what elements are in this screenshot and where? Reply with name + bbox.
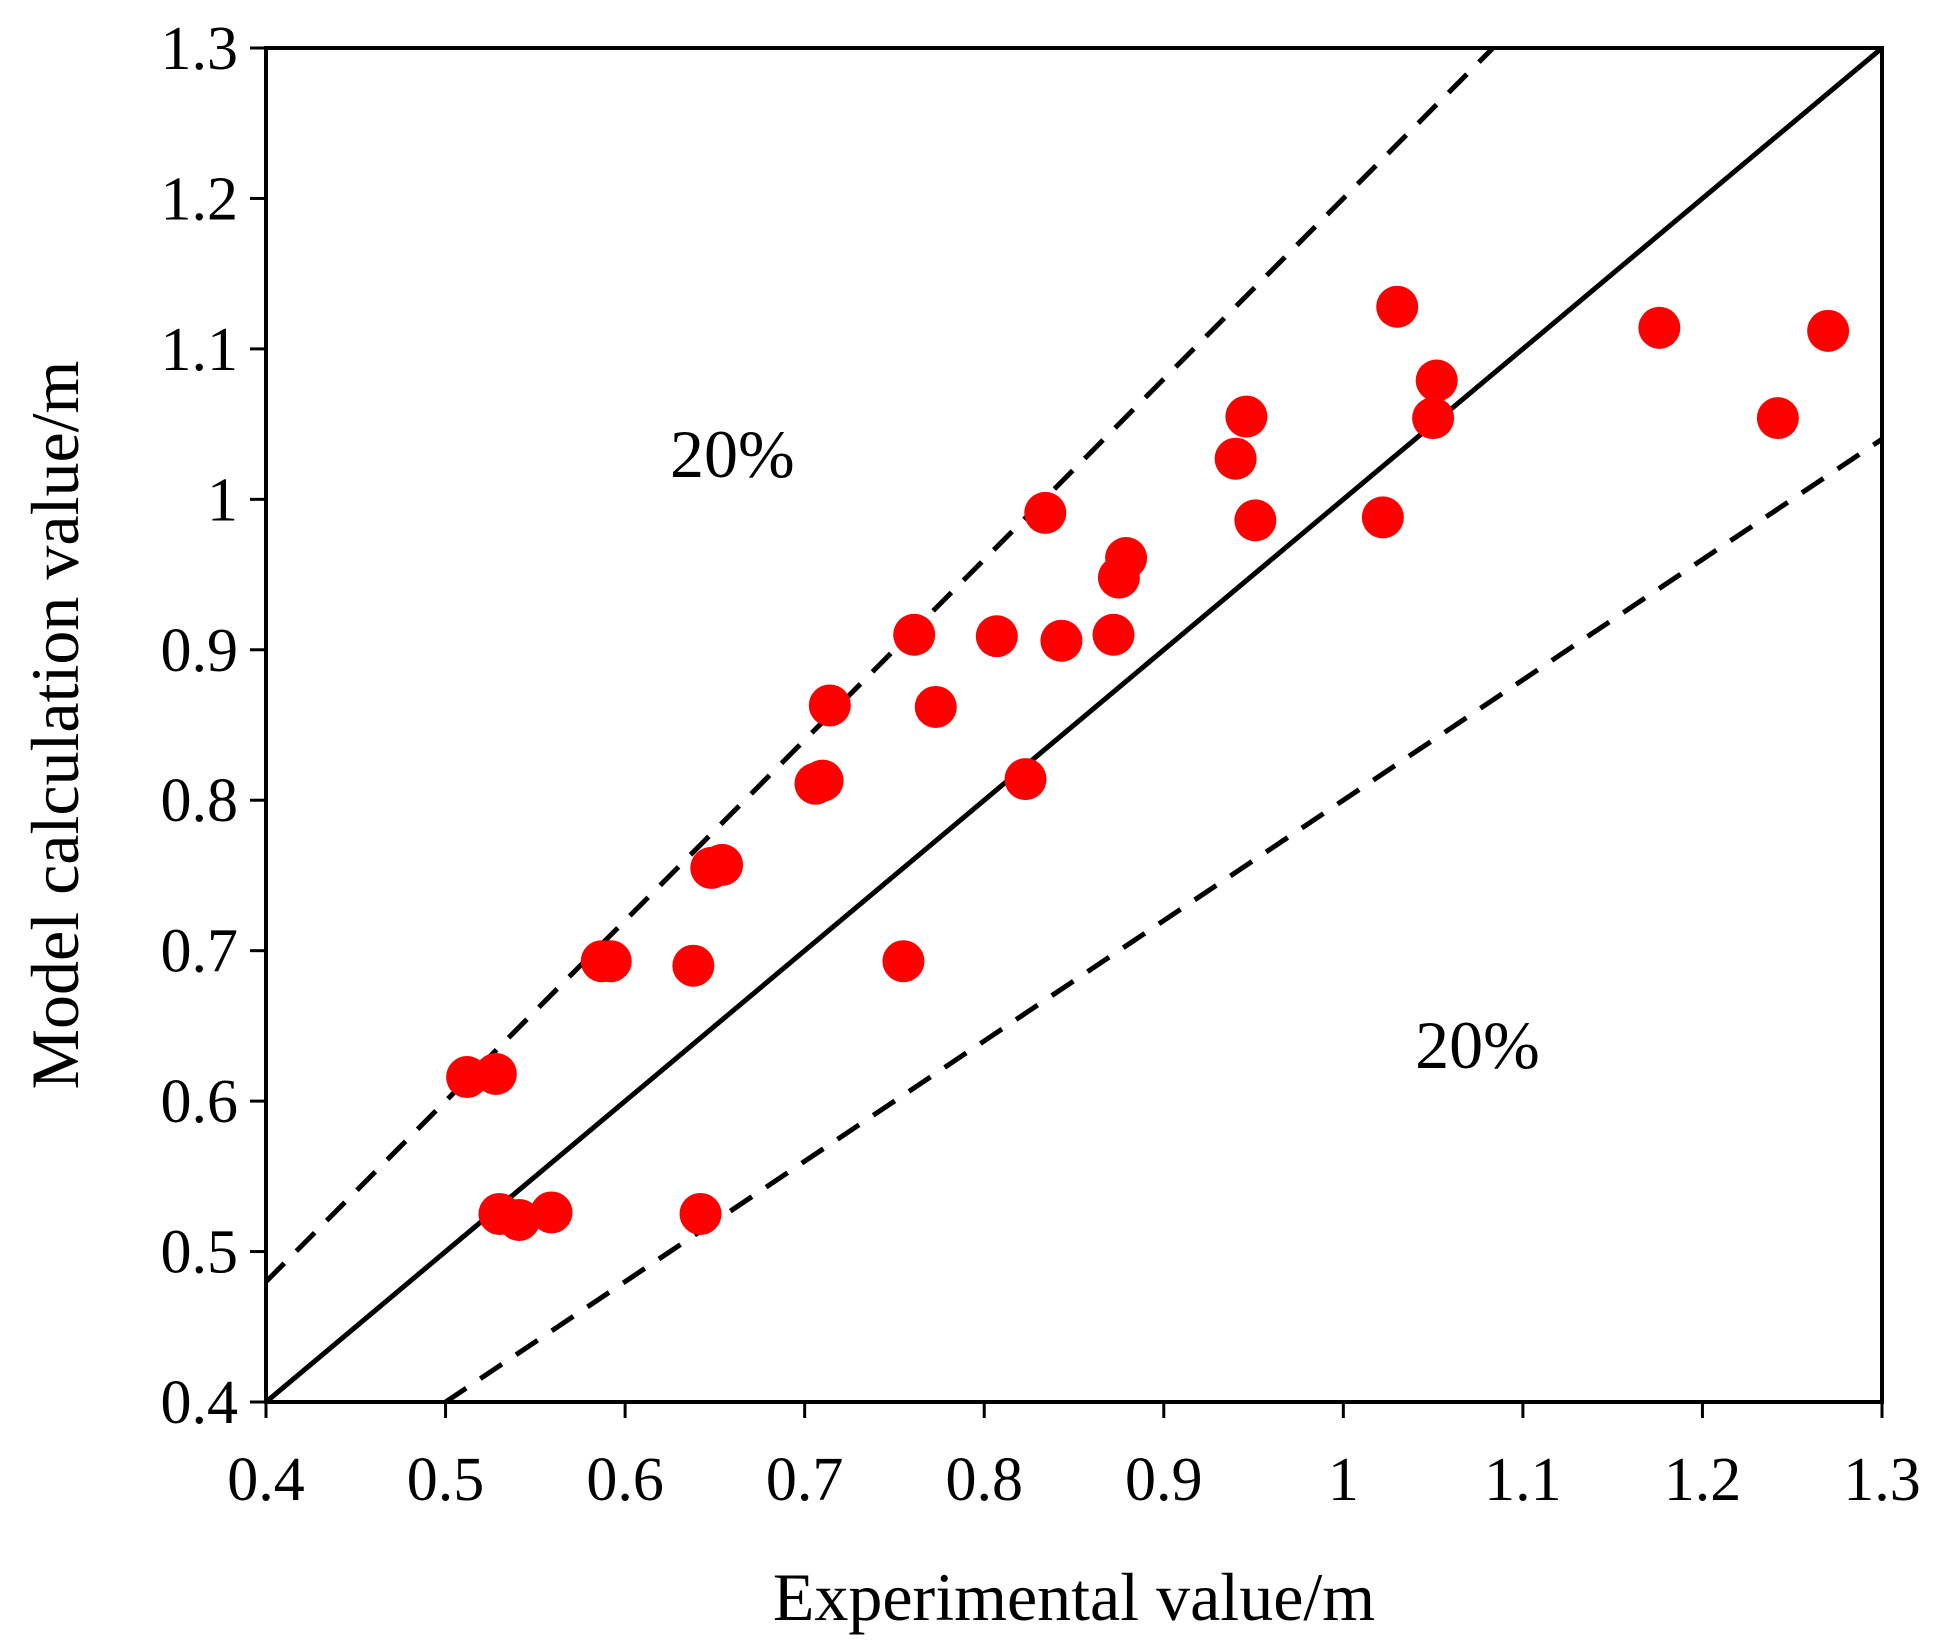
data-point <box>1756 397 1799 440</box>
y-tick-label: 0.9 <box>161 617 239 685</box>
lower-bound-label: 20% <box>1415 1007 1540 1083</box>
data-point <box>1638 306 1681 349</box>
data-point <box>914 685 957 728</box>
x-tick-label: 0.6 <box>586 1446 664 1514</box>
data-point <box>1214 437 1257 480</box>
x-tick-label: 0.7 <box>766 1446 844 1514</box>
reference-line-identity <box>266 48 1882 1402</box>
data-point <box>801 759 844 802</box>
data-point <box>589 940 632 983</box>
data-point <box>1024 491 1067 534</box>
tick-labels: 0.4 0.5 0.6 0.7 0.8 0.9 1 1.1 1.2 1.3 0.4 0.5 0.6 0.7… <box>161 15 1921 1514</box>
data-point <box>1105 537 1148 580</box>
x-tick-label: 1.1 <box>1484 1446 1562 1514</box>
y-tick-label: 1 <box>207 466 238 534</box>
data-point <box>701 843 744 886</box>
x-tick-label: 0.8 <box>945 1446 1023 1514</box>
data-point <box>1361 496 1404 539</box>
data-point <box>679 1192 722 1235</box>
data-point <box>1040 619 1083 662</box>
x-tick-label: 0.5 <box>407 1446 485 1514</box>
data-point <box>1092 613 1135 656</box>
x-tick-label: 0.4 <box>227 1446 305 1514</box>
y-tick-label: 0.5 <box>161 1219 239 1287</box>
data-point <box>808 684 851 727</box>
axis-ticks <box>250 46 1884 1418</box>
data-point <box>1415 359 1458 402</box>
data-point <box>1376 285 1419 328</box>
data-point <box>1004 758 1047 801</box>
data-point <box>530 1191 573 1234</box>
data-point <box>1807 309 1850 352</box>
reference-line-lower-20pct <box>441 437 1882 1402</box>
upper-bound-label: 20% <box>670 416 795 492</box>
reference-lines <box>266 48 1882 1402</box>
data-point <box>498 1198 541 1241</box>
data-point <box>975 615 1018 658</box>
data-point <box>474 1053 517 1096</box>
data-points <box>446 285 1850 1241</box>
y-tick-label: 0.6 <box>161 1068 239 1136</box>
x-tick-label: 1.3 <box>1843 1446 1921 1514</box>
y-axis-title: Model calculation value/m <box>17 361 93 1090</box>
x-axis-title: Experimental value/m <box>773 1559 1375 1635</box>
data-point <box>1412 397 1455 440</box>
data-point <box>672 944 715 987</box>
x-tick-label: 0.9 <box>1125 1446 1203 1514</box>
y-tick-label: 1.3 <box>161 15 239 83</box>
y-tick-label: 1.2 <box>161 165 239 233</box>
x-tick-label: 1 <box>1328 1446 1359 1514</box>
x-tick-label: 1.2 <box>1664 1446 1742 1514</box>
data-point <box>1225 395 1268 438</box>
data-point <box>893 613 936 656</box>
y-tick-label: 0.4 <box>161 1369 239 1437</box>
y-tick-label: 1.1 <box>161 316 239 384</box>
y-tick-label: 0.8 <box>161 767 239 835</box>
data-point <box>882 940 925 983</box>
y-tick-label: 0.7 <box>161 918 239 986</box>
data-point <box>1234 499 1277 542</box>
plot-frame <box>264 46 1884 1404</box>
